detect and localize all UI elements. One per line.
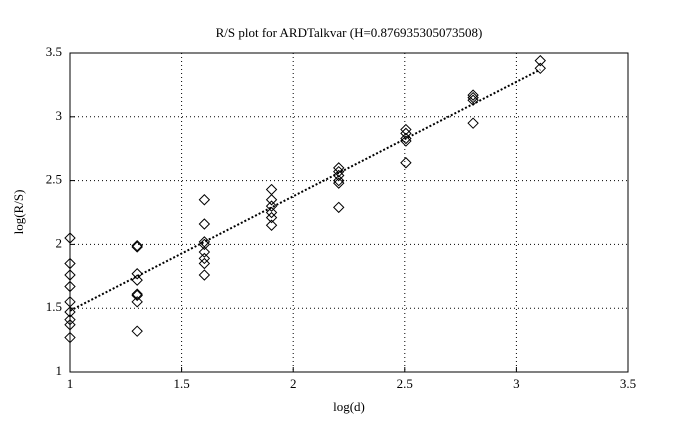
data-point (64, 306, 76, 318)
y-tick-label: 1 (56, 363, 63, 378)
data-point (198, 218, 211, 230)
data-point (131, 274, 143, 286)
data-point (400, 123, 412, 136)
data-point (64, 232, 76, 244)
data-point (131, 241, 143, 253)
data-point (265, 219, 278, 231)
plot-frame (69, 52, 629, 373)
y-tick-label: 2.5 (46, 172, 62, 187)
data-point (131, 289, 143, 302)
x-tick-label: 3 (513, 376, 520, 391)
data-point (467, 91, 479, 104)
data-point (198, 194, 211, 206)
data-point (333, 174, 345, 187)
data-point (131, 268, 143, 280)
data-point (534, 62, 546, 75)
data-point (265, 211, 278, 224)
y-axis-label: log(R/S) (11, 190, 26, 235)
data-point (198, 246, 211, 258)
data-point (64, 331, 76, 344)
data-point (333, 165, 345, 178)
data-point (131, 239, 143, 252)
chart-title: R/S plot for ARDTalkvar (H=0.87693530507… (216, 25, 483, 40)
data-point (400, 135, 412, 147)
data-point (64, 257, 76, 270)
data-point (467, 117, 479, 129)
y-tick-label: 1.5 (46, 299, 62, 314)
data-point (400, 157, 412, 169)
x-tick-label: 2.5 (397, 376, 413, 391)
data-point (333, 169, 345, 182)
x-tick-label: 1.5 (173, 376, 189, 391)
x-tick-label: 3.5 (620, 376, 636, 391)
data-point (64, 280, 76, 293)
data-point (333, 201, 345, 214)
data-point (467, 94, 479, 106)
data-point (64, 269, 76, 281)
data-point (198, 269, 211, 281)
data-point (333, 177, 345, 189)
data-point (534, 54, 546, 67)
data-point (198, 238, 211, 251)
data-point (265, 206, 278, 219)
data-point (333, 162, 345, 174)
y-tick-label: 3.5 (46, 44, 62, 59)
x-tick-label: 1 (67, 376, 74, 391)
data-point (131, 325, 143, 337)
data-point (198, 257, 211, 270)
data-point (64, 313, 76, 326)
data-point (131, 296, 143, 308)
data-point (131, 288, 143, 300)
data-point (265, 200, 278, 212)
x-axis-label: log(d) (333, 399, 365, 414)
y-tick-label: 2 (56, 235, 63, 250)
data-point (64, 319, 76, 331)
y-tick-label: 3 (56, 108, 63, 123)
x-tick-label: 2 (290, 376, 297, 391)
fit-line (69, 68, 541, 312)
data-point (265, 194, 278, 206)
data-point (198, 252, 211, 265)
data-point (467, 89, 479, 101)
